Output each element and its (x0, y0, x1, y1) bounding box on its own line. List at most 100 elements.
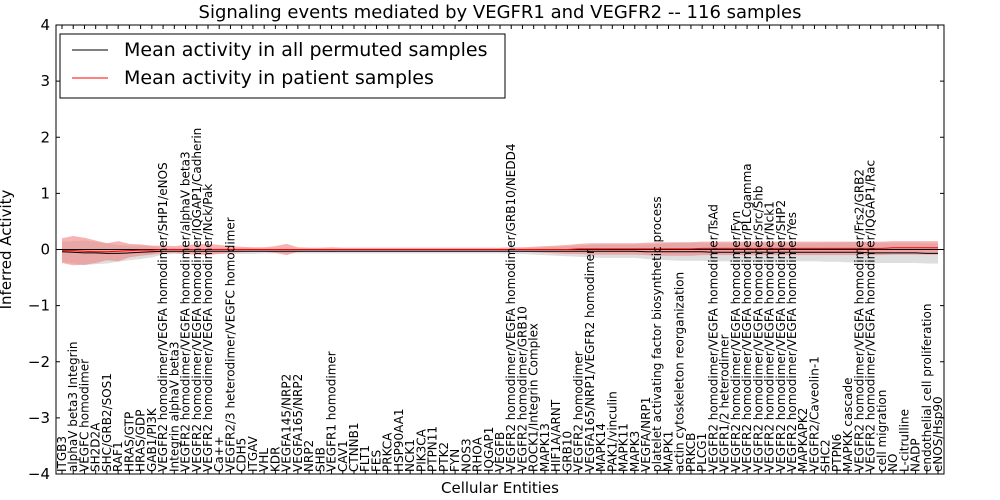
entity-label: VEGFR2 homodimer/VEGFA homodimer/PLCgamm… (740, 163, 754, 472)
y-tick-label: −3 (28, 409, 50, 427)
entity-label: Ca++ (212, 436, 226, 472)
entity-label: RHOA (471, 436, 485, 472)
entity-label: VEGFA145/NRP2 (280, 374, 294, 472)
entity-label: VEGFR2 homodimer/VEGFA homodimer/Nck/Pak (201, 184, 215, 472)
entity-label: VEGFB (493, 432, 507, 472)
patient-band (62, 236, 938, 266)
entity-label: CTNNB1 (347, 422, 361, 472)
entity-label: VEGFR2 homodimer/VEGFA homodimer/Yes (785, 212, 799, 472)
y-tick-label: 4 (40, 16, 50, 34)
entity-label: VEGFA/NRP1 (639, 397, 653, 472)
entity-label: SHC2 (819, 439, 833, 472)
entity-label: VHL (257, 448, 271, 472)
entity-label: FES (370, 450, 384, 472)
y-axis: −4 −3 −2 −1 0 1 2 3 4 (28, 16, 944, 483)
entity-label: IQGAP1 (482, 427, 496, 472)
entity-label: VEGFA165/NRP2 (291, 374, 305, 472)
legend: Mean activity in all permuted samples Mea… (59, 33, 506, 99)
y-tick-label: −1 (28, 297, 50, 315)
entity-label: endothelial cell proliferation (920, 304, 934, 472)
entity-label: actin cytoskeleton reorganization (673, 272, 687, 472)
entity-label: GRB10 (560, 431, 574, 472)
entity-label: PTK2 (437, 442, 451, 472)
entity-label: CAV1 (336, 440, 350, 472)
confidence-bands (62, 236, 938, 266)
entity-label: MAPK11 (617, 423, 631, 472)
entity-label: PRKCB (684, 433, 698, 472)
entity-label: VEGFR2 homodimer/GRB10 (516, 306, 530, 472)
entity-label: VEGFR2 homodimer/VEGFA homodimer/IQGAP1/… (190, 128, 204, 472)
entity-label: NO (886, 454, 900, 472)
y-tick-label: −4 (28, 465, 50, 483)
entity-label: SHB (313, 447, 327, 472)
entity-label: MAPK3 (628, 431, 642, 472)
entity-label: HSP90AA1 (392, 408, 406, 472)
entity-label: HRAS/GTP (122, 412, 136, 472)
y-tick-label: 1 (40, 184, 50, 202)
entity-label: VEGFR2 homodimer/VEGFA homodimer/Fyn (729, 211, 743, 472)
entity-label: VEGFR2 homodimer/VEGFA homodimer/GRB10/N… (504, 143, 518, 472)
legend-entry: Mean activity in patient samples (124, 67, 434, 89)
patient-mean-line (62, 247, 938, 253)
entity-label: VEGFR2 homodimer/VEGFA homodimer/Src/Shb (751, 186, 765, 472)
entity-label: PAK1/vinculin (605, 391, 619, 472)
entity-label: KDR (268, 447, 282, 472)
x-axis-label: Cellular Entities (441, 479, 559, 497)
entity-label: PTPN6 (830, 434, 844, 472)
entity-label: VEGFA165/NRP1/VEGFR2 homodimer (583, 249, 597, 472)
entity-label: HIF1A/ARNT (549, 399, 563, 472)
legend-box (59, 33, 506, 99)
entity-label: VEGFR2 homodimer/VEGFA homodimer/alphaV … (179, 151, 193, 472)
entity-label: cell migration (875, 390, 889, 472)
entity-label: VEGFR2 homodimer/VEGFA homodimer/TsAd (706, 204, 720, 472)
entity-label: GAB1/PI3K (145, 407, 159, 472)
entity-label: VEGFR2/Caveolin-1 (808, 356, 822, 472)
entity-label: L-citrulline (897, 409, 911, 472)
entity-label: SH2D2A (89, 422, 103, 472)
entity-label: MAPK13 (538, 423, 552, 472)
entity-label: VEGFR1/2 heterodimer (718, 334, 732, 472)
entity-label: FLT1 (358, 445, 372, 472)
entity-label: MAPKAPK2 (796, 408, 810, 472)
entity-label: MAPKK cascade (841, 377, 855, 472)
entity-label: CDH5 (235, 438, 249, 472)
entity-label: RAF1 (111, 441, 125, 472)
y-axis-label: Inferred Activity (0, 189, 15, 309)
entity-label: NCK1 (403, 439, 417, 472)
entity-label: PLCG1 (695, 433, 709, 472)
entity-label: NRP2 (302, 440, 316, 472)
entity-label: PRKCA (381, 432, 395, 472)
entity-label: SHC/GRB2/SOS1 (100, 373, 114, 472)
x-axis (61, 25, 939, 474)
y-tick-label: −2 (28, 353, 50, 371)
entity-label: VEGFC homodimer (78, 359, 92, 472)
entity-label: alphaV beta3 Integrin (66, 341, 80, 472)
series-lines (61, 247, 938, 254)
legend-entry: Mean activity in all permuted samples (124, 39, 487, 61)
entity-label: MAPK14 (594, 423, 608, 472)
entity-label: MAPK1 (662, 431, 676, 472)
y-tick-label: 3 (40, 72, 50, 90)
entity-label: VEGFR2 homodimer (572, 351, 586, 472)
entity-label: FYN (448, 449, 462, 472)
entity-label: VEGFR2/3 heterodimer/VEGFC homodimer (224, 217, 238, 472)
y-tick-label: 2 (40, 128, 50, 146)
entity-label: PIK3CA (414, 428, 428, 472)
entity-label: VEGFR2 homodimer/VEGFA homodimer/SHP1/eN… (156, 162, 170, 472)
entity-label: VEGFR2 homodimer/VEGFA homodimer/Frs2/GR… (852, 169, 866, 472)
entity-label: Integrin alphaV beta3 (167, 341, 181, 472)
entity-label: platelet activating factor biosynthetic … (650, 196, 664, 472)
chart-title: Signaling events mediated by VEGFR1 and … (199, 2, 802, 23)
entity-label: VEGFR1 homodimer (325, 351, 339, 472)
entity-label: VEGFR2 homodimer/VEGFA homodimer/SHP2 (774, 200, 788, 472)
entity-label: ITGB3 (55, 436, 69, 472)
entity-label: VEGFR2 homodimer/VEGFA homodimer/Nck1 (763, 201, 777, 472)
entity-label: NADP (909, 438, 923, 472)
entity-label: VEGFR2 homodimer/VEGFA homodimer/IQGAP1/… (864, 160, 878, 472)
entity-label: ROCK1/Integrin Complex (527, 323, 541, 472)
entity-label: ITGAV (246, 435, 260, 472)
entity-label: eNOS/Hsp90 (931, 396, 945, 472)
permuted-mean-line (61, 250, 938, 254)
